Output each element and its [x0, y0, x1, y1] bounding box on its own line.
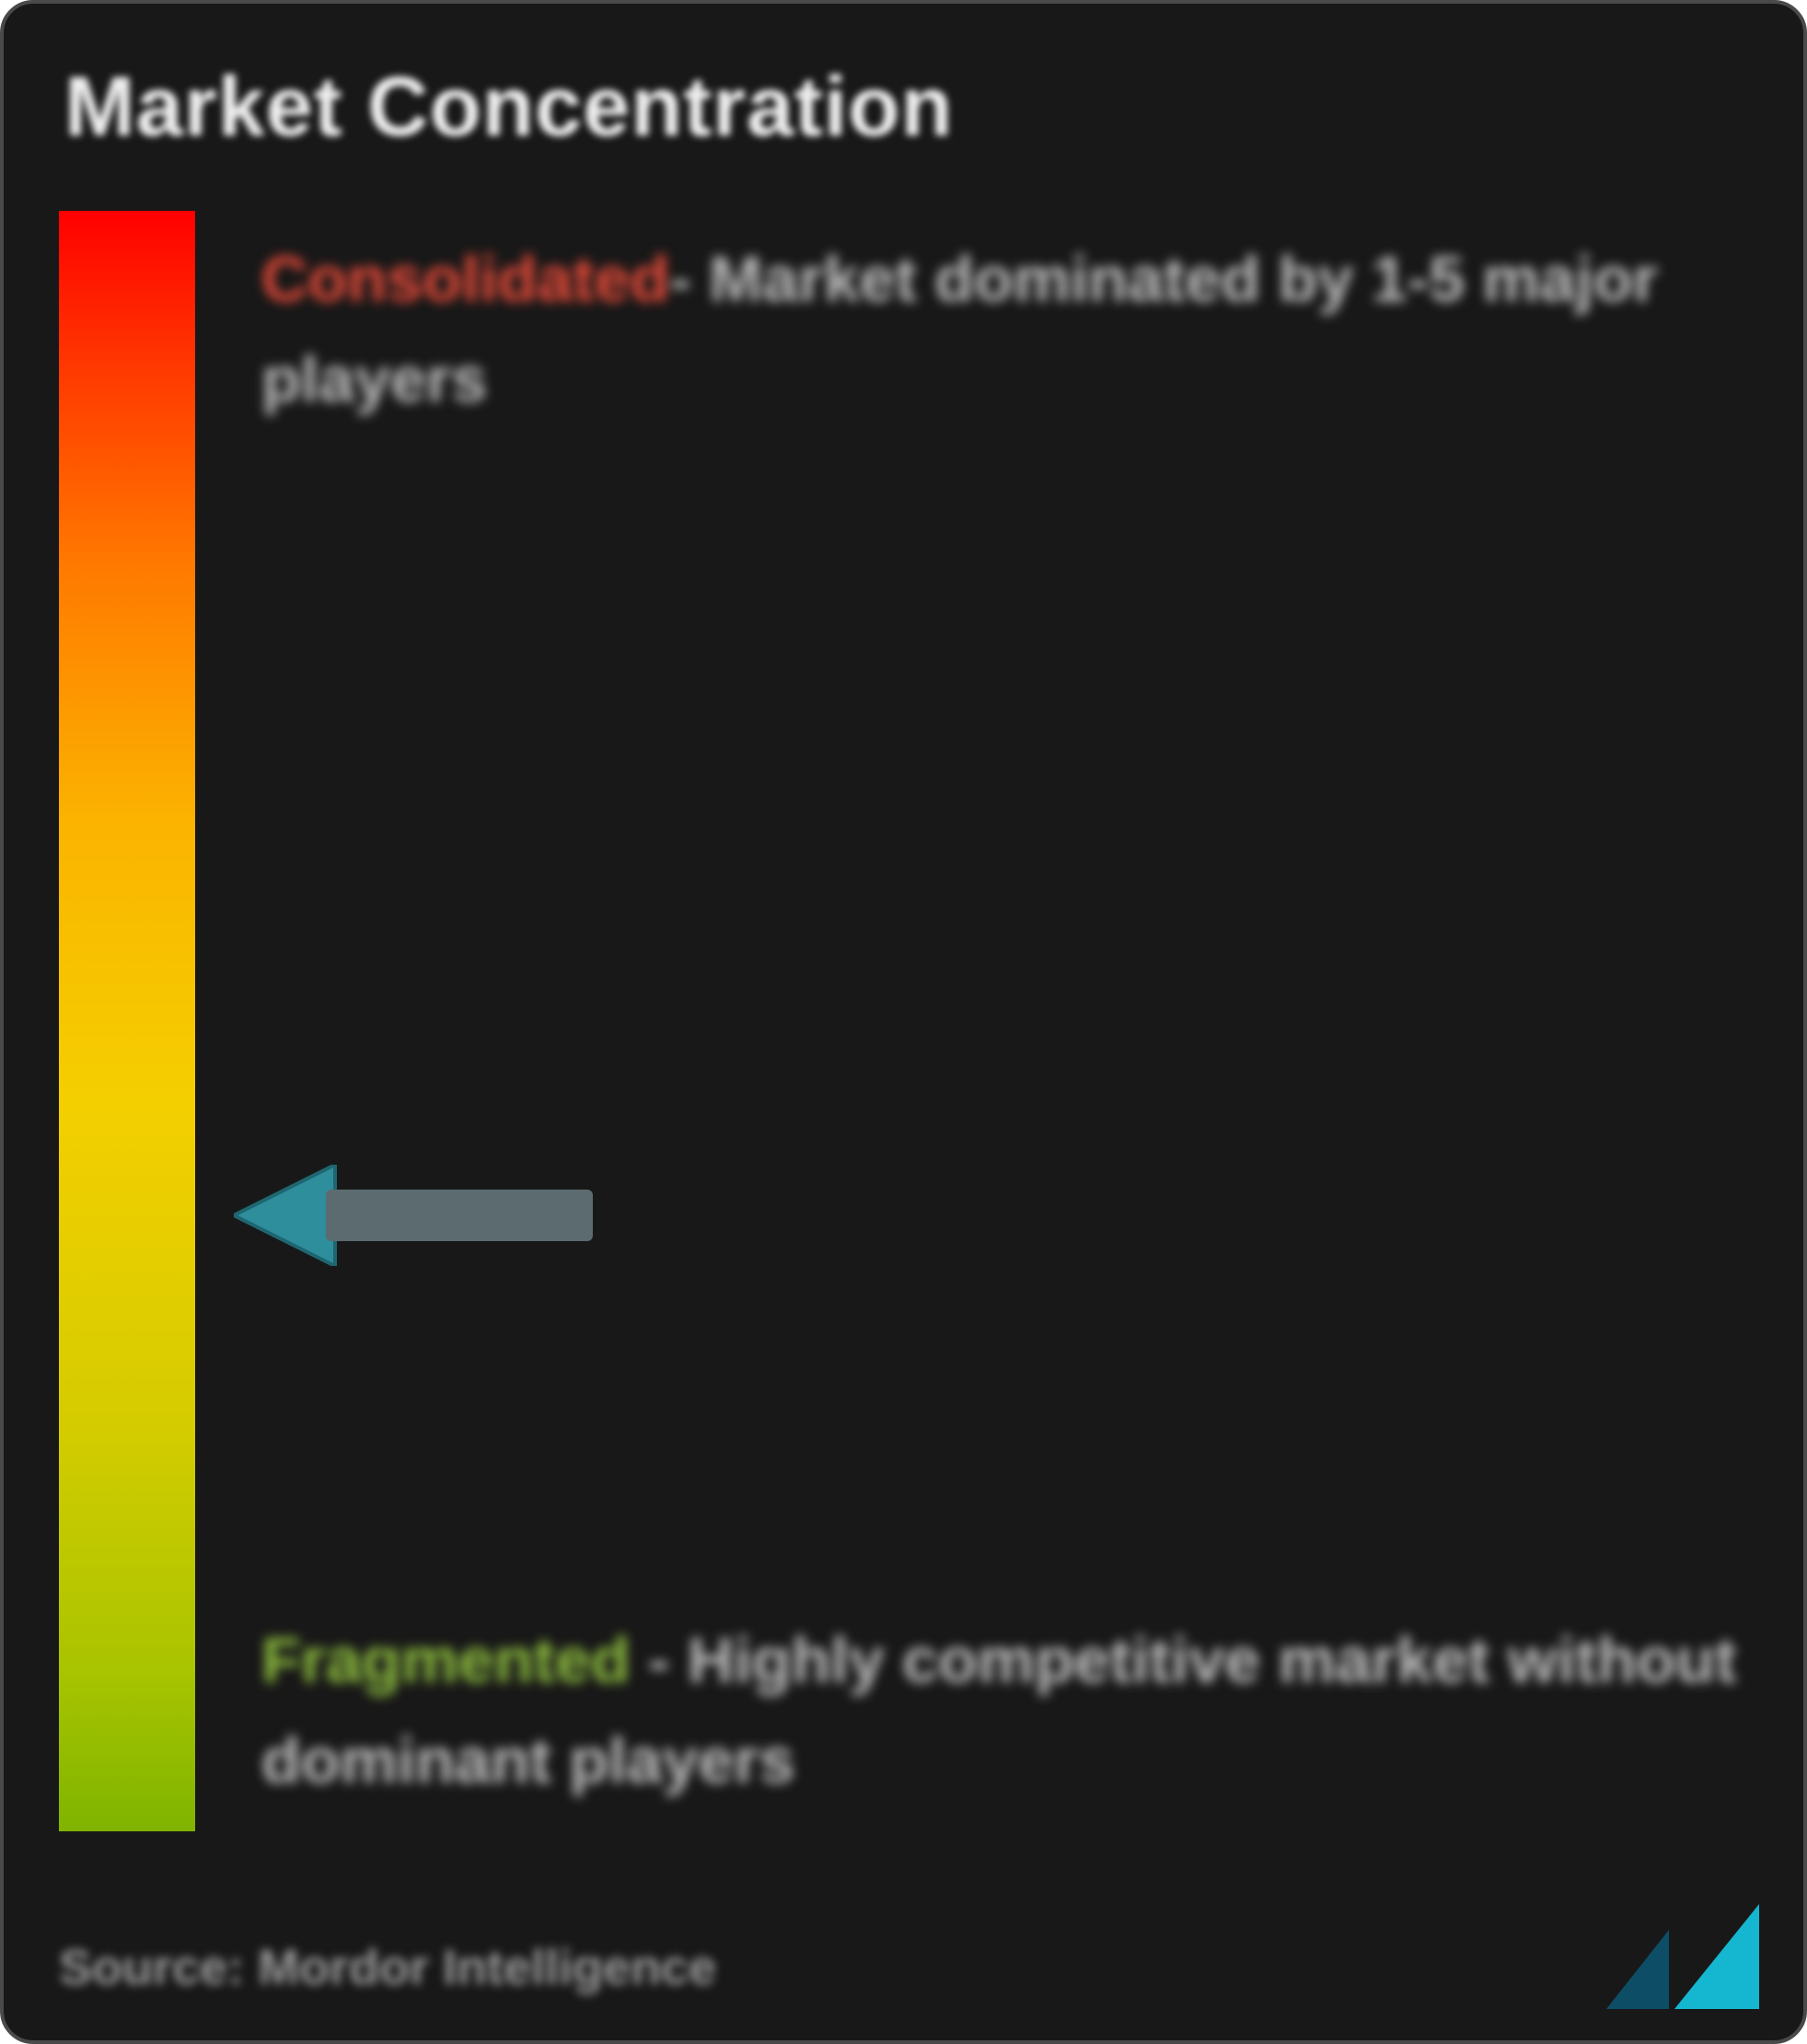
position-indicator-arrow: [234, 1165, 593, 1266]
source-name: Mordor Intelligence: [258, 1940, 716, 1995]
mordor-logo: [1597, 1900, 1763, 2011]
mordor-logo-icon: [1597, 1900, 1763, 2011]
card-title: Market Concentration: [64, 59, 1739, 156]
arrow-icon: [234, 1165, 593, 1266]
market-concentration-card: Market Concentration Consolidated- Marke…: [0, 0, 1807, 2044]
gradient-bar-container: [59, 211, 225, 1831]
card-content: Consolidated- Market dominated by 1-5 ma…: [59, 211, 1739, 1831]
fragmented-key: Fragmented: [261, 1624, 631, 1696]
concentration-gradient-bar: [59, 211, 195, 1831]
labels-container: Consolidated- Market dominated by 1-5 ma…: [261, 211, 1739, 1831]
source-prefix: Source:: [59, 1940, 258, 1995]
fragmented-label: Fragmented - Highly competitive market w…: [261, 1610, 1739, 1810]
consolidated-label: Consolidated- Market dominated by 1-5 ma…: [261, 229, 1739, 429]
consolidated-key: Consolidated: [261, 243, 669, 315]
source-attribution: Source: Mordor Intelligence: [59, 1939, 716, 1996]
